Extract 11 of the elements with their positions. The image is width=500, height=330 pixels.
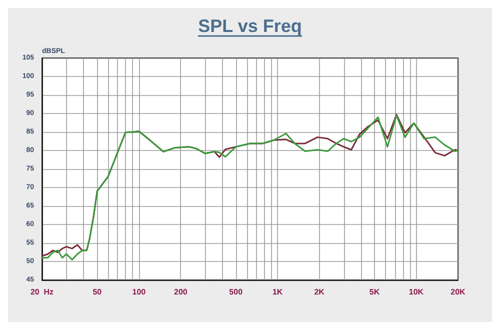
x-tick-label: 500 (229, 288, 244, 296)
x-tick-label: 100 (132, 288, 146, 296)
x-tick-label: 2K (314, 288, 325, 296)
x-tick-label: 200 (174, 288, 188, 296)
x-tick-label: 20K (450, 288, 466, 296)
x-tick-label: 50 (92, 288, 102, 296)
x-tick-label: 20 Hz (30, 288, 54, 296)
x-tick-label: 1K (272, 288, 283, 296)
x-tick-label: 10K (408, 288, 424, 296)
x-tick-label: 5K (369, 288, 380, 296)
chart-title: SPL vs Freq (198, 16, 302, 36)
